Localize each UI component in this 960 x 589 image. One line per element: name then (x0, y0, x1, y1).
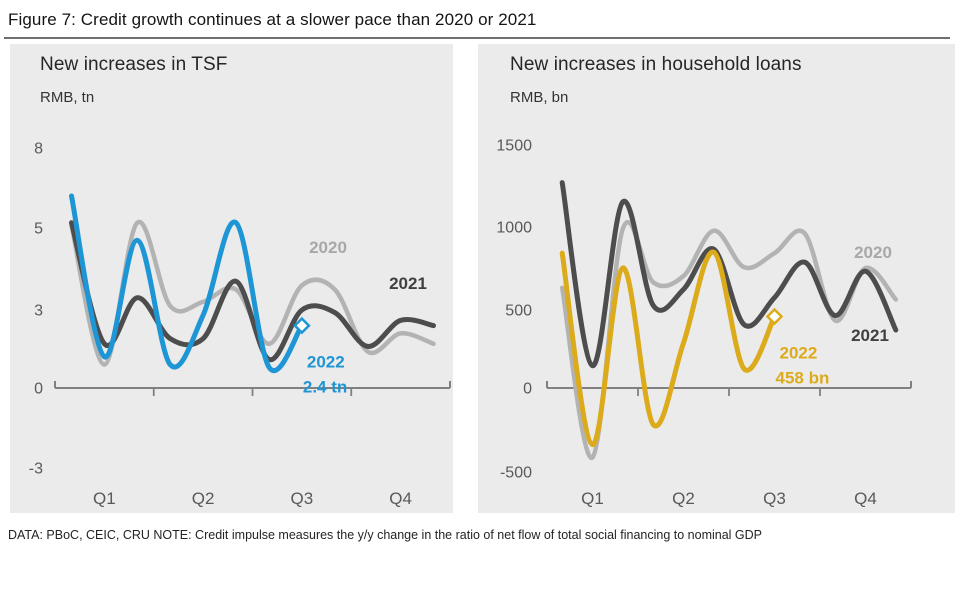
x-tick-label-q3: Q3 (763, 489, 786, 508)
tsf-unit-label: RMB, tn (40, 89, 95, 106)
series-label-2021: 2021 (851, 326, 889, 345)
annotation-series-year: 2022 (307, 353, 345, 372)
title-divider (4, 37, 950, 39)
x-tick-label-q3: Q3 (291, 489, 314, 508)
series-label-2020: 2020 (309, 238, 347, 257)
panel-household-loans: New increases in household loans RMB, bn… (478, 44, 955, 513)
x-tick-label-q2: Q2 (192, 489, 215, 508)
y-tick-label: -3 (29, 461, 43, 478)
figure-7: Figure 7: Credit growth continues at a s… (0, 10, 960, 545)
tsf-line-chart: 8 5 3 0 -3 Q1 Q2 Q3 Q4 2020 2021 2022 2.4 tn (29, 141, 451, 508)
latest-value-diamond-marker (293, 316, 311, 335)
annotation-latest-value: 2.4 tn (303, 378, 347, 397)
household-loans-line-chart: 1500 1000 500 0 -500 Q1 Q2 Q3 Q4 2020 2021 2022 458 … (496, 138, 912, 508)
series-label-2021: 2021 (389, 274, 427, 293)
series-line-2021 (559, 180, 899, 369)
household-loans-unit-label: RMB, bn (510, 89, 569, 106)
x-tick-label-q1: Q1 (93, 489, 116, 508)
x-tick-label-q2: Q2 (672, 489, 695, 508)
y-tick-label: 0 (34, 381, 43, 398)
annotation-series-year: 2022 (780, 344, 818, 363)
y-tick-label: 1500 (496, 138, 532, 155)
y-tick-label: 1000 (496, 220, 532, 237)
y-tick-label: -500 (500, 465, 532, 482)
series-line-2022 (559, 249, 777, 448)
household-loans-chart-title: New increases in household loans (510, 54, 802, 75)
latest-value-diamond-marker (765, 307, 784, 326)
tsf-chart-title: New increases in TSF (40, 54, 228, 75)
x-tick-label-q4: Q4 (389, 489, 412, 508)
series-line-2022 (69, 193, 305, 373)
y-tick-label: 3 (34, 303, 43, 320)
y-tick-label: 500 (505, 303, 532, 320)
x-tick-label-q1: Q1 (581, 489, 604, 508)
source-note: DATA: PBoC, CEIC, CRU NOTE: Credit impul… (8, 528, 763, 542)
y-tick-label: 5 (34, 221, 43, 238)
chart-panels: New increases in TSF RMB, tn 8 5 3 0 -3 Q1 Q2 Q… (10, 44, 960, 513)
y-tick-label: 8 (34, 141, 43, 158)
y-tick-label: 0 (523, 381, 532, 398)
x-tick-label-q4: Q4 (854, 489, 877, 508)
panel-tsf: New increases in TSF RMB, tn 8 5 3 0 -3 Q1 Q2 Q… (10, 44, 453, 513)
figure-title: Figure 7: Credit growth continues at a s… (8, 10, 537, 29)
series-line-2021 (69, 220, 436, 362)
series-label-2020: 2020 (854, 243, 892, 262)
annotation-latest-value: 458 bn (776, 369, 830, 388)
